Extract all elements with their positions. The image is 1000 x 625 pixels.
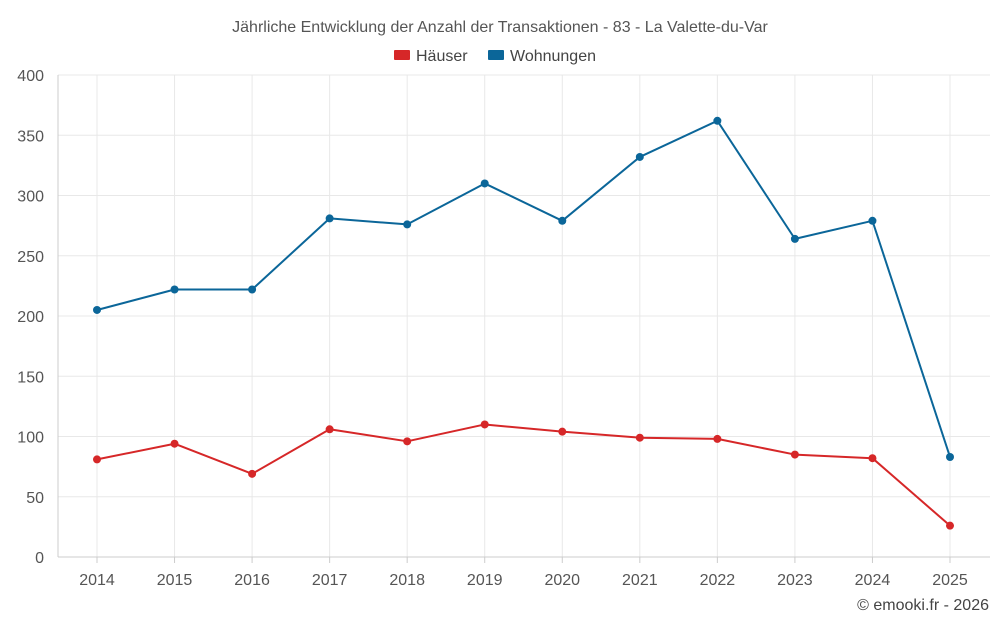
credit-text: © emooki.fr - 2026 <box>857 597 989 614</box>
data-point <box>93 305 101 314</box>
data-point <box>403 220 412 229</box>
data-point <box>248 469 257 478</box>
data-point <box>93 455 101 464</box>
data-point <box>713 434 722 443</box>
y-tick-label: 0 <box>35 550 44 567</box>
data-point <box>170 285 179 294</box>
y-tick-label: 400 <box>17 68 44 85</box>
x-tick-label: 2015 <box>157 572 193 589</box>
x-tick-label: 2018 <box>389 572 425 589</box>
data-point <box>790 234 799 243</box>
data-point <box>170 439 179 448</box>
x-tick-label: 2025 <box>932 572 968 589</box>
x-tick-label: 2017 <box>312 572 348 589</box>
data-point <box>790 450 799 459</box>
x-tick-label: 2023 <box>777 572 813 589</box>
legend-label: Wohnungen <box>510 48 596 65</box>
data-point <box>248 285 257 294</box>
y-tick-label: 300 <box>17 189 44 206</box>
x-tick-label: 2024 <box>855 572 891 589</box>
data-point <box>868 454 877 463</box>
x-tick-label: 2014 <box>79 572 115 589</box>
y-tick-label: 50 <box>26 490 44 507</box>
data-point <box>325 425 334 434</box>
data-point <box>868 216 877 225</box>
grid <box>58 74 990 557</box>
data-point <box>558 427 567 436</box>
legend-label: Häuser <box>416 48 468 65</box>
data-point <box>946 452 954 461</box>
data-point <box>635 433 644 442</box>
y-tick-label: 350 <box>17 128 44 145</box>
series-line <box>96 119 951 458</box>
x-tick-label: 2022 <box>700 572 736 589</box>
data-point <box>558 216 567 225</box>
y-tick-label: 250 <box>17 249 44 266</box>
x-tick-label: 2020 <box>544 572 580 589</box>
x-tick-label: 2019 <box>467 572 503 589</box>
data-point <box>713 116 722 125</box>
x-tick-label: 2021 <box>622 572 658 589</box>
series-line <box>96 423 951 527</box>
x-tick-label: 2016 <box>234 572 270 589</box>
data-point <box>946 521 954 530</box>
chart-title: Jährliche Entwicklung der Anzahl der Tra… <box>232 19 768 36</box>
legend: Häuser Wohnungen <box>394 48 596 65</box>
y-tick-label: 200 <box>17 309 44 326</box>
y-tick-label: 150 <box>17 369 44 386</box>
axes: 0 50 100 150 200 250 300 350 400 2014 2015 2016 2017… <box>17 68 990 589</box>
series-haeuser <box>93 420 954 530</box>
legend-swatch <box>488 50 504 60</box>
data-point <box>325 214 334 223</box>
data-point <box>480 420 489 429</box>
data-point <box>403 437 412 446</box>
legend-swatch <box>394 50 410 60</box>
series-wohnungen <box>93 116 954 461</box>
y-tick-label: 100 <box>17 430 44 447</box>
data-point <box>635 152 644 161</box>
data-point <box>480 179 489 188</box>
series-layer <box>93 116 954 530</box>
